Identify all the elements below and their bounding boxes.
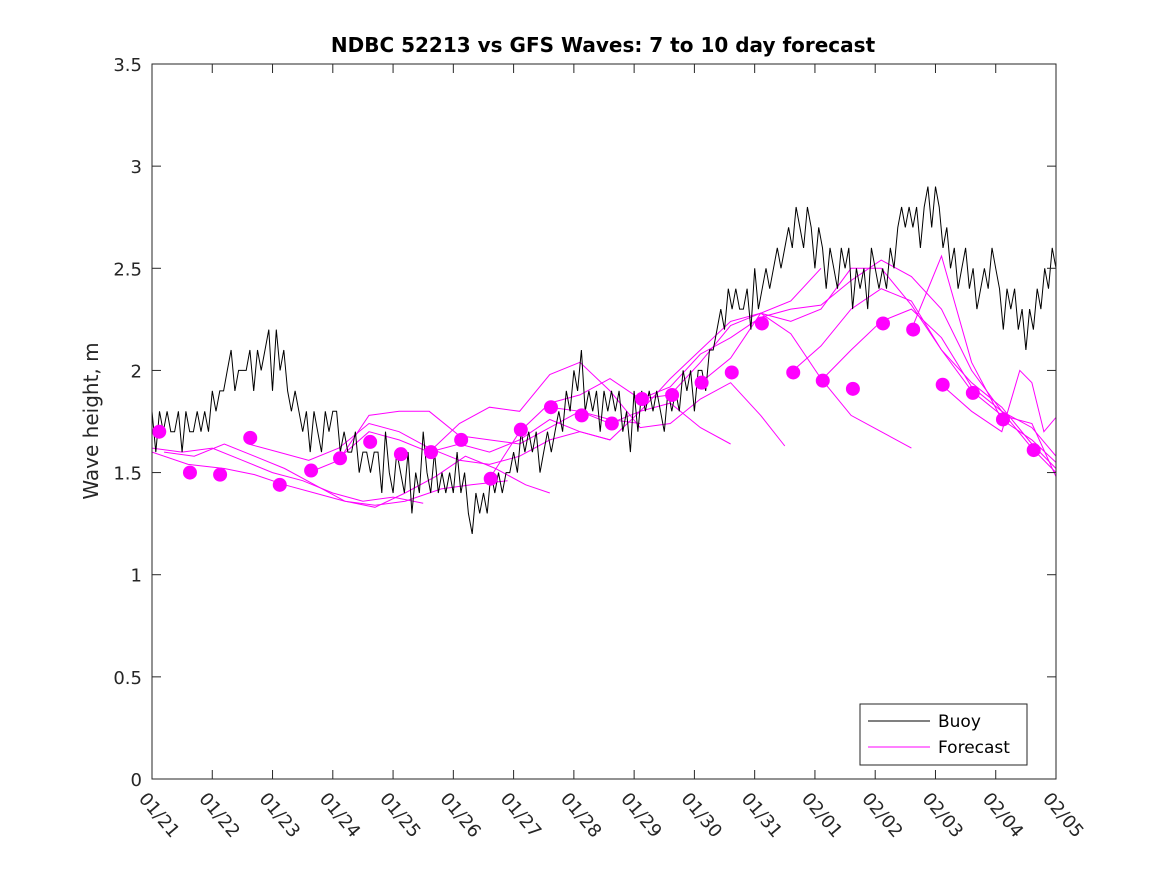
forecast-marker <box>543 400 558 415</box>
forecast-marker <box>393 447 408 462</box>
y-tick-label: 2.5 <box>113 259 142 280</box>
forecast-marker <box>906 322 921 337</box>
x-tick-label: 01/25 <box>375 789 424 842</box>
forecast-marker <box>965 385 980 400</box>
x-tick-label: 01/29 <box>616 789 665 842</box>
forecast-marker <box>333 451 348 466</box>
forecast-run-line <box>910 254 1056 463</box>
forecast-marker <box>152 424 167 439</box>
forecast-marker <box>754 316 769 331</box>
x-tick-label: 01/26 <box>436 789 485 842</box>
x-tick-label: 02/03 <box>918 789 967 842</box>
y-tick-label: 1.5 <box>113 464 142 485</box>
forecast-run-line <box>338 402 731 459</box>
legend-box <box>859 703 1028 766</box>
y-tick-label: 3 <box>131 157 142 178</box>
x-tick-label: 01/28 <box>556 789 605 842</box>
forecast-marker <box>574 408 589 423</box>
x-tick-label: 01/21 <box>134 789 183 842</box>
forecast-run-line <box>640 259 1056 473</box>
forecast-marker <box>272 477 287 492</box>
x-tick-label: 02/04 <box>978 789 1027 842</box>
forecast-marker <box>454 432 469 447</box>
legend: Buoy Forecast <box>859 703 1028 766</box>
y-axis: 0 0.5 1 1.5 2 2.5 3 3.5 <box>113 55 1056 791</box>
forecast-run-line <box>489 267 822 479</box>
chart-title: NDBC 52213 vs GFS Waves: 7 to 10 day for… <box>331 33 876 57</box>
y-tick-label: 0 <box>131 770 142 791</box>
forecast-run-line <box>941 369 1056 433</box>
y-tick-label: 0.5 <box>113 668 142 689</box>
forecast-marker <box>724 365 739 380</box>
forecast-marker <box>304 463 319 478</box>
forecast-run-line <box>152 447 424 504</box>
x-tick-label: 01/30 <box>677 789 726 842</box>
forecast-run-line <box>549 312 912 449</box>
x-tick-label: 02/01 <box>797 789 846 842</box>
forecast-marker <box>694 375 709 390</box>
forecast-run-line <box>428 361 786 453</box>
legend-buoy-label: Buoy <box>938 712 981 732</box>
forecast-marker <box>213 467 228 482</box>
forecast-run-line <box>820 308 1056 457</box>
x-tick-label: 01/27 <box>496 789 545 842</box>
forecast-run-line <box>700 267 1056 469</box>
forecast-marker <box>935 377 950 392</box>
legend-forecast-label: Forecast <box>938 738 1010 758</box>
y-tick-label: 1 <box>131 566 142 587</box>
plot-frame <box>151 63 1057 780</box>
forecast-markers <box>152 316 1041 492</box>
forecast-run-line <box>164 443 550 508</box>
forecast-marker <box>1026 443 1041 458</box>
forecast-marker <box>604 416 619 431</box>
x-tick-label: 01/24 <box>315 789 364 842</box>
forecast-marker <box>876 316 891 331</box>
forecast-marker <box>634 392 649 407</box>
forecast-marker <box>786 365 801 380</box>
forecast-marker <box>815 373 830 388</box>
y-axis-label: Wave height, m <box>79 342 103 499</box>
y-tick-label: 3.5 <box>113 55 142 76</box>
x-tick-label: 02/05 <box>1038 789 1087 842</box>
buoy-line <box>152 186 1056 534</box>
forecast-marker <box>665 387 680 402</box>
forecast-lines <box>152 254 1056 508</box>
x-tick-label: 02/02 <box>857 789 906 842</box>
forecast-marker <box>513 422 528 437</box>
y-tick-label: 2 <box>131 361 142 382</box>
x-tick-label: 01/23 <box>255 789 304 842</box>
forecast-marker <box>182 465 197 480</box>
forecast-marker <box>995 412 1010 427</box>
forecast-marker <box>483 471 498 486</box>
forecast-marker <box>424 445 439 460</box>
x-tick-label: 01/22 <box>194 789 243 842</box>
x-tick-label: 01/31 <box>737 789 786 842</box>
forecast-marker <box>363 434 378 449</box>
forecast-marker <box>845 381 860 396</box>
forecast-marker <box>243 430 258 445</box>
buoy-series <box>152 186 1056 534</box>
